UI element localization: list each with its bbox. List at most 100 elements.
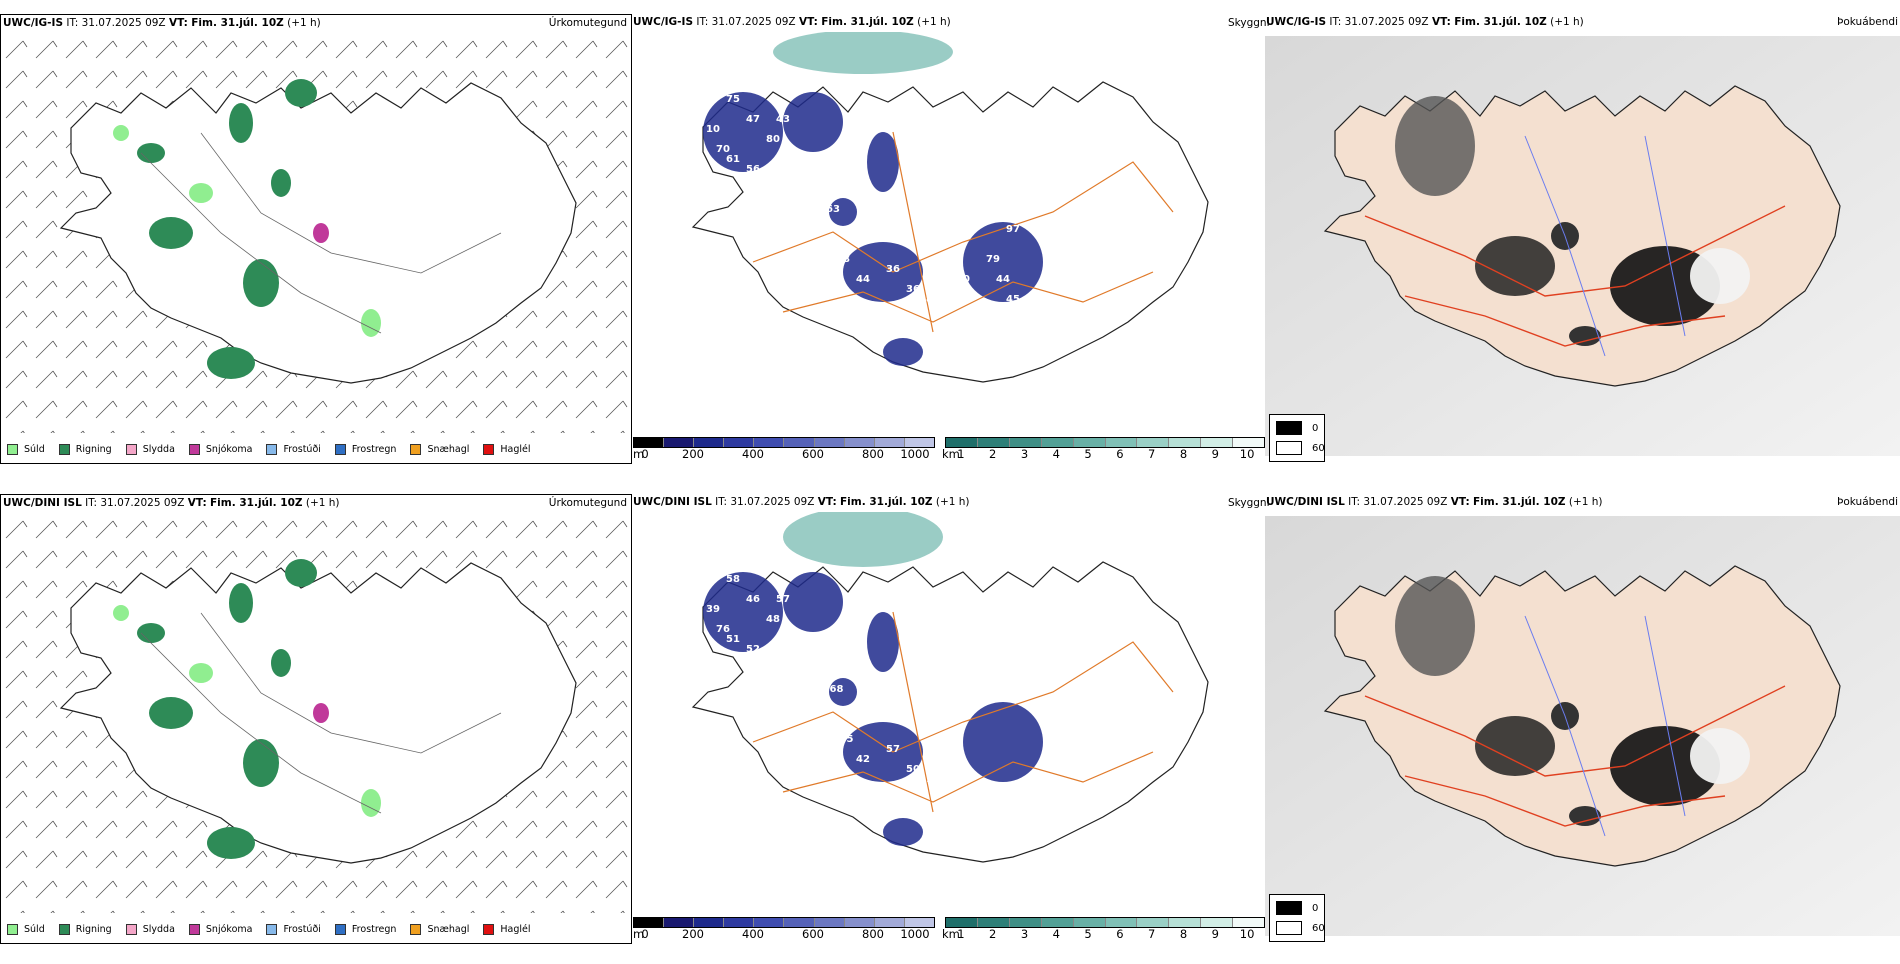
cloudbase-value-label: 86: [926, 294, 940, 305]
fog-legend-swatch: [1276, 421, 1302, 435]
precip-area: [285, 79, 317, 107]
colorbar-segment: [977, 438, 1010, 447]
colorbar-tick-label: 600: [802, 447, 824, 461]
cloudbase-value-label: 39: [926, 364, 940, 375]
colorbar-segment: [754, 918, 785, 927]
precip-legend-item: Frostúði: [266, 443, 321, 455]
precip-legend-item: Rigning: [58, 443, 112, 455]
colorbar-tick-label: 1: [957, 447, 965, 461]
precip-legend-item: Snjókoma: [188, 443, 253, 455]
colorbar-segment: [1233, 438, 1265, 447]
cloudbase-value-label: 41: [866, 784, 880, 795]
cloudbase-unit: m: [633, 927, 645, 941]
colorbar-tick-label: 200: [682, 447, 704, 461]
cloudbase-value-label: 41: [766, 654, 780, 665]
colorbar-segment: [1009, 438, 1042, 447]
cloudbase-value-label: 36: [886, 264, 900, 275]
precip-area: [229, 583, 253, 623]
colorbar-tick-label: 1000: [900, 447, 930, 461]
precip-legend-label: Frostúði: [283, 923, 321, 935]
colorbar-tick-label: 600: [802, 927, 824, 941]
colorbar-segment: [664, 918, 695, 927]
colorbar-tick-label: 10: [1239, 927, 1255, 941]
cloudbase-value-label: 42: [786, 664, 800, 675]
colorbar-tick-label: 800: [862, 927, 884, 941]
fog-index-map: [1265, 36, 1900, 456]
precip-area: [271, 169, 291, 197]
colorbar-tick-label: 8: [1179, 447, 1188, 461]
cloudbase-value-label: 58: [796, 704, 810, 715]
cloudbase-value-label: 42: [856, 754, 870, 765]
precip-legend-swatch: [483, 923, 495, 935]
precip-legend-label: Snjókoma: [205, 923, 253, 935]
fog-index-legend: 0 60: [1269, 414, 1325, 462]
colorbar-segment: [904, 438, 934, 447]
precip-area: [137, 143, 165, 163]
panel-title: UWC/DINI ISL IT: 31.07.2025 09Z VT: Fim.…: [1266, 496, 1603, 508]
cloudbase-value-label: 80: [956, 274, 970, 285]
cloudbase-value-label: 44: [996, 274, 1010, 285]
colorbar-tick-label: 5: [1084, 447, 1092, 461]
precip-legend-label: Snjókoma: [205, 443, 253, 455]
colorbar-segment: [1105, 438, 1138, 447]
cloudbase-value-label: 57: [886, 744, 900, 755]
visibility-unit: km: [942, 927, 960, 941]
colorbar-tick-label: 9: [1211, 447, 1219, 461]
colorbar-segment: [694, 918, 725, 927]
precip-legend-item: Slydda: [125, 923, 175, 935]
colorbar-segment: [754, 438, 785, 447]
precip-type-legend: Súld Rigning Slydda Snjókoma Frostúði Frostre…: [1, 435, 631, 463]
colorbar-tick-label: 1000: [900, 927, 930, 941]
precip-legend-item: Snjókoma: [188, 923, 253, 935]
precip-legend-swatch: [188, 923, 200, 935]
cloudbase-visibility-panel: UWC/DINI ISL IT: 31.07.2025 09Z VT: Fim.…: [633, 494, 1265, 944]
cloudbase-area: [883, 818, 923, 846]
fog-legend-item: 0: [1276, 901, 1318, 915]
precip-legend-label: Frostregn: [351, 443, 397, 455]
cloudbase-value-label: 63: [826, 204, 840, 215]
cloudbase-value-label: 168: [823, 684, 844, 695]
colorbar-tick-label: 10: [1239, 447, 1255, 461]
precip-legend-swatch: [7, 923, 18, 935]
cloudbase-map: 75 10 70 47 61 80 43 64 56 45 80 83 63 58 44 36 36 56 86 45…: [633, 32, 1265, 437]
cloudbase-value-label: 130: [913, 214, 934, 225]
cloudbase-area: [703, 572, 783, 652]
precip-legend-swatch: [58, 923, 70, 935]
colorbar-tick-label: 6: [1116, 927, 1124, 941]
cloudbase-value-label: 48: [766, 614, 780, 625]
precip-legend-label: Snæhagl: [427, 923, 470, 935]
fog-index-legend: 0 60: [1269, 894, 1325, 942]
precip-legend-item: Frostregn: [334, 923, 397, 935]
panel-title: UWC/IG-IS IT: 31.07.2025 09Z VT: Fim. 31…: [1266, 16, 1584, 28]
precip-area: [313, 223, 329, 243]
precip-area: [207, 827, 255, 859]
precip-area: [189, 183, 213, 203]
precip-type-panel: UWC/IG-IS IT: 31.07.2025 09Z VT: Fim. 31…: [0, 14, 632, 464]
panel-title: UWC/DINI ISL IT: 31.07.2025 09Z VT: Fim.…: [3, 497, 340, 509]
colorbar-segment: [1233, 918, 1265, 927]
colorbar-segment: [784, 438, 815, 447]
cloudbase-value-label: 45: [766, 174, 780, 185]
precip-type-panel: UWC/DINI ISL IT: 31.07.2025 09Z VT: Fim.…: [0, 494, 632, 944]
precip-legend-swatch: [125, 443, 137, 455]
colorbar-segment: [1201, 438, 1234, 447]
cloudbase-value-label: 495: [833, 734, 854, 745]
cloudbase-area: [783, 92, 843, 152]
colorbar-segment: [664, 438, 695, 447]
fog-index-map: [1265, 516, 1900, 936]
colorbar-segment: [1201, 918, 1234, 927]
fog-legend-item: 60: [1276, 441, 1325, 455]
cloudbase-value-label: 52: [746, 644, 760, 655]
precip-legend-swatch: [188, 443, 200, 455]
precip-type-map: [1, 33, 631, 433]
colorbar-segment: [634, 918, 665, 927]
cloudbase-value-label: 64: [856, 134, 870, 145]
cloudbase-value-label: 75: [726, 94, 740, 105]
precip-legend-label: Frostregn: [351, 923, 397, 935]
visibility-ticks: 1 2 3 4 5 6 7 8 9 10: [945, 447, 1263, 465]
cloudbase-area: [867, 132, 899, 192]
precip-legend-item: Haglél: [483, 443, 531, 455]
precip-area: [285, 559, 317, 587]
colorbar-tick-label: 4: [1052, 447, 1060, 461]
colorbar-tick-label: 1: [957, 927, 965, 941]
